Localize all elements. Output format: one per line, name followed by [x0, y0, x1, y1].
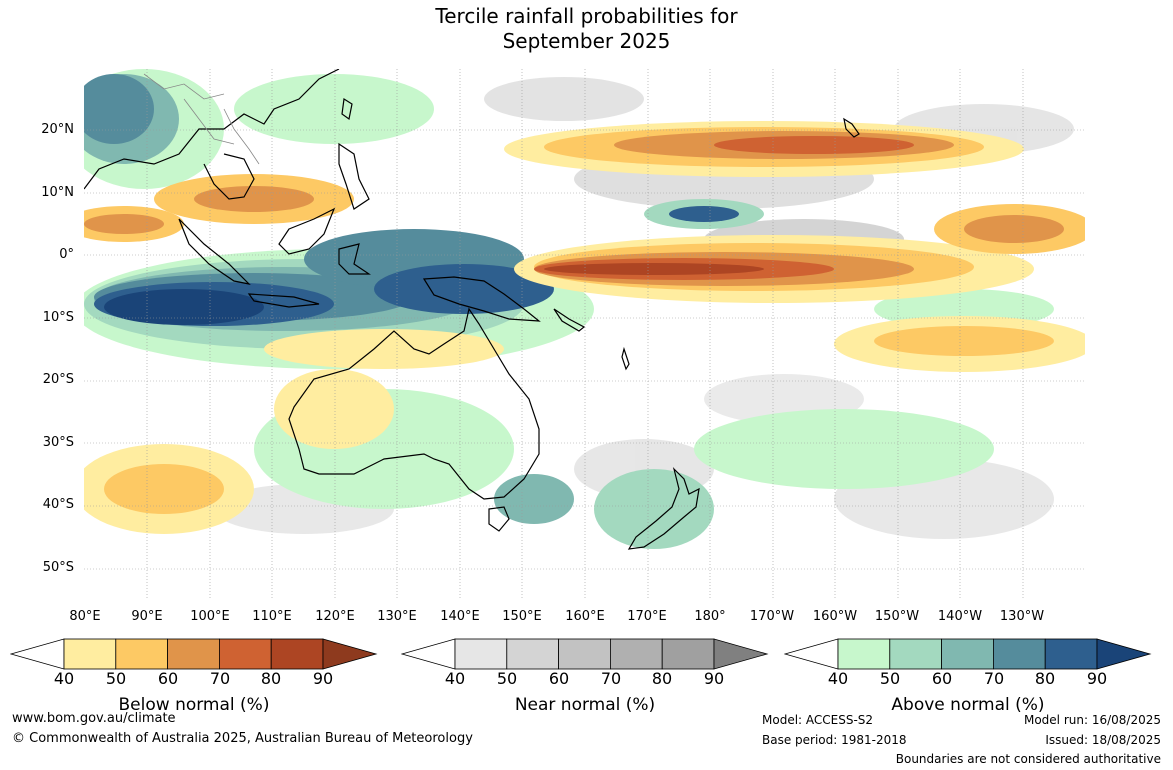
new-zealand-coastline — [627, 467, 700, 550]
colorbar-cell — [558, 638, 611, 670]
colorbar-cell — [661, 638, 715, 670]
colorbar-cell — [167, 638, 220, 670]
x-tick-label: 150°E — [502, 609, 542, 624]
model-run-text: Model run: 16/08/2025 — [1023, 713, 1161, 727]
colorbar-tick: 50 — [496, 669, 518, 688]
x-tick-label: 170°W — [749, 609, 795, 624]
x-tick-label: 160°E — [565, 609, 605, 624]
title-line-2: September 2025 — [502, 29, 671, 53]
coastlines — [84, 69, 860, 550]
sulawesi-coastline — [338, 243, 371, 275]
colorbar-tick: 90 — [312, 669, 334, 688]
x-tick-label: 80°E — [69, 609, 101, 624]
colorbar-tick: 60 — [548, 669, 570, 688]
solomon-coastline — [553, 308, 586, 332]
colorbar-cell — [270, 638, 324, 670]
colorbar-extend-low — [401, 638, 456, 670]
colorbar-extend-high — [322, 638, 378, 670]
y-tick-label: 20°S — [42, 372, 74, 387]
copyright-text: © Commonwealth of Australia 2025, Austra… — [12, 731, 473, 746]
sumatra-coastline — [178, 218, 251, 285]
australia-coastline — [288, 307, 540, 500]
colorbar-cell — [506, 638, 560, 670]
tasmania-coastline — [488, 506, 510, 532]
colorbar-extend-high — [713, 638, 769, 670]
x-tick-label: 140°W — [937, 609, 983, 624]
x-tick-label: 160°W — [812, 609, 858, 624]
y-tick-label: 30°S — [42, 435, 74, 450]
x-tick-label: 120°E — [315, 609, 355, 624]
below-normal-regions — [84, 121, 1085, 534]
colorbar-tick: 50 — [105, 669, 127, 688]
disclaimer-text: Boundaries are not considered authoritat… — [895, 752, 1161, 766]
y-tick-label: 40°S — [42, 497, 74, 512]
colorbar-near-normal — [401, 638, 769, 670]
colorbar-above-normal — [784, 638, 1152, 670]
colorbar-tick: 40 — [827, 669, 849, 688]
colorbar-extend-low — [784, 638, 839, 670]
borneo-coastline — [278, 207, 336, 255]
hawaii-coastline — [843, 117, 860, 138]
colorbar-tick: 70 — [600, 669, 622, 688]
colorbar-title-near: Near normal (%) — [514, 695, 656, 715]
colorbar-title-above: Above normal (%) — [891, 695, 1045, 715]
colorbar-tick: 90 — [1086, 669, 1108, 688]
colorbar-tick: 70 — [209, 669, 231, 688]
colorbar-extend-high — [1096, 638, 1152, 670]
gridlines — [84, 69, 1085, 600]
y-tick-label: 50°S — [42, 560, 74, 575]
y-tick-label: 0° — [59, 247, 74, 262]
colorbar-cell — [115, 638, 169, 670]
x-tick-label: 130°W — [999, 609, 1045, 624]
y-tick-label: 10°S — [42, 310, 74, 325]
x-tick-label: 180° — [694, 609, 726, 624]
colorbar-tick: 60 — [931, 669, 953, 688]
colorbar-tick: 40 — [53, 669, 75, 688]
indochina-coastline — [203, 153, 255, 200]
java-coastline — [247, 293, 320, 308]
title-line-1: Tercile rainfall probabilities for — [435, 4, 738, 28]
vanuatu-coastline — [621, 346, 630, 371]
x-tick-label: 130°E — [377, 609, 417, 624]
y-tick-label: 10°N — [41, 185, 74, 200]
colorbar-cell — [837, 638, 891, 670]
colorbar-cell — [218, 638, 272, 670]
new-guinea-coastline — [422, 276, 541, 322]
x-tick-label: 90°E — [131, 609, 163, 624]
colorbar-tick: 80 — [1034, 669, 1056, 688]
model-text: Model: ACCESS-S2 — [762, 713, 874, 727]
colorbar-tick: 50 — [879, 669, 901, 688]
x-tick-label: 140°E — [440, 609, 480, 624]
colorbar-cell — [941, 638, 994, 670]
x-tick-label: 170°E — [627, 609, 667, 624]
colorbar-tick: 80 — [651, 669, 673, 688]
taiwan-coastline — [341, 97, 353, 121]
colorbar-extend-low — [10, 638, 65, 670]
colorbar-tick: 90 — [703, 669, 725, 688]
philippines-coastline — [338, 142, 370, 210]
colorbar-cell — [992, 638, 1046, 670]
y-tick-label: 20°N — [41, 122, 74, 137]
x-tick-label: 100°E — [190, 609, 230, 624]
colorbar-below-normal — [10, 638, 378, 670]
x-tick-label: 110°E — [252, 609, 292, 624]
colorbar-tick: 60 — [157, 669, 179, 688]
colorbar-cell — [63, 638, 117, 670]
website-text: www.bom.gov.au/climate — [12, 711, 176, 726]
colorbar-tick: 70 — [983, 669, 1005, 688]
map-title: Tercile rainfall probabilities for Septe… — [0, 4, 1173, 54]
colorbar-title-below: Below normal (%) — [118, 695, 270, 715]
colorbar-cell — [454, 638, 508, 670]
base-period-text: Base period: 1981-2018 — [762, 733, 907, 747]
colorbar-cell — [609, 638, 663, 670]
asia-mainland-coastline — [84, 69, 340, 190]
colorbar-tick: 40 — [444, 669, 466, 688]
colorbar-tick: 80 — [260, 669, 282, 688]
colorbar-cell — [889, 638, 943, 670]
colorbar-cell — [1044, 638, 1098, 670]
country-borders — [143, 73, 260, 165]
issued-text: Issued: 18/08/2025 — [1045, 733, 1161, 747]
rainfall-probability-map — [84, 69, 1085, 600]
x-tick-label: 150°W — [874, 609, 920, 624]
